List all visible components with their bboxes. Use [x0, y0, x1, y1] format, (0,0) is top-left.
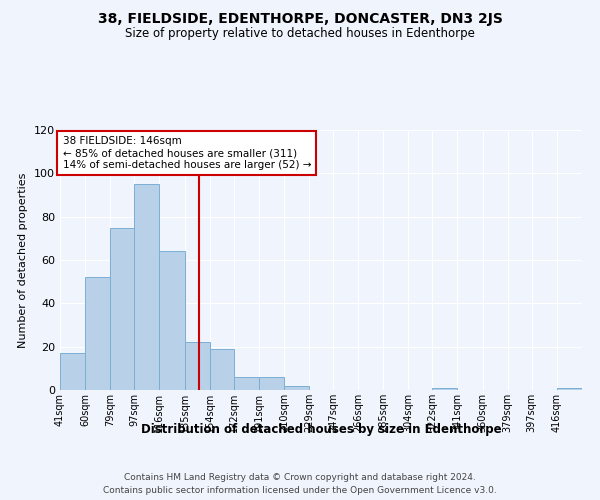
Bar	[85, 278, 110, 390]
Text: Distribution of detached houses by size in Edenthorpe: Distribution of detached houses by size …	[140, 422, 502, 436]
Bar	[233, 377, 259, 390]
Bar	[60, 353, 85, 390]
Bar	[160, 252, 185, 390]
Bar	[259, 377, 284, 390]
Text: Contains public sector information licensed under the Open Government Licence v3: Contains public sector information licen…	[103, 486, 497, 495]
Bar	[210, 349, 233, 390]
Text: Size of property relative to detached houses in Edenthorpe: Size of property relative to detached ho…	[125, 28, 475, 40]
Y-axis label: Number of detached properties: Number of detached properties	[19, 172, 28, 348]
Text: 38 FIELDSIDE: 146sqm
← 85% of detached houses are smaller (311)
14% of semi-deta: 38 FIELDSIDE: 146sqm ← 85% of detached h…	[62, 136, 311, 170]
Bar	[557, 388, 582, 390]
Bar	[284, 386, 309, 390]
Bar	[432, 388, 457, 390]
Bar	[134, 184, 160, 390]
Text: 38, FIELDSIDE, EDENTHORPE, DONCASTER, DN3 2JS: 38, FIELDSIDE, EDENTHORPE, DONCASTER, DN…	[98, 12, 502, 26]
Text: Contains HM Land Registry data © Crown copyright and database right 2024.: Contains HM Land Registry data © Crown c…	[124, 472, 476, 482]
Bar	[185, 342, 210, 390]
Bar	[110, 228, 134, 390]
